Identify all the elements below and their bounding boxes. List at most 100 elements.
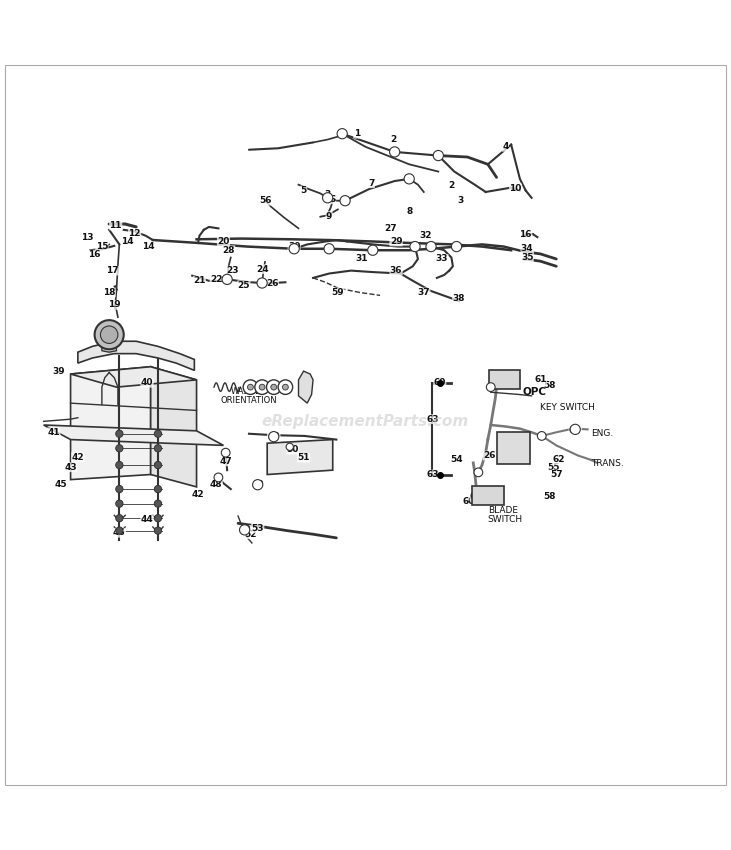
Text: 16: 16 <box>520 230 532 239</box>
Text: 59: 59 <box>332 288 344 297</box>
Circle shape <box>282 384 288 390</box>
Text: 10: 10 <box>510 184 522 193</box>
Text: ENG.: ENG. <box>591 429 613 439</box>
Text: 11: 11 <box>110 221 122 230</box>
Circle shape <box>253 479 263 490</box>
Text: 25: 25 <box>238 280 250 290</box>
Circle shape <box>368 245 378 255</box>
Text: 34: 34 <box>521 244 534 253</box>
Circle shape <box>267 380 281 394</box>
Circle shape <box>115 462 123 468</box>
Text: 50: 50 <box>287 445 299 454</box>
Polygon shape <box>298 371 313 403</box>
Circle shape <box>404 173 414 184</box>
Circle shape <box>115 500 123 507</box>
Circle shape <box>154 500 162 507</box>
Text: 26: 26 <box>266 279 279 288</box>
Text: 49: 49 <box>251 480 264 490</box>
Circle shape <box>433 150 444 161</box>
Text: 3: 3 <box>457 196 463 205</box>
Text: 36: 36 <box>390 266 402 275</box>
Text: 45: 45 <box>55 480 67 490</box>
Text: TRANS.: TRANS. <box>591 459 624 468</box>
Text: 2: 2 <box>390 135 396 144</box>
Circle shape <box>257 278 268 288</box>
Text: 17: 17 <box>106 266 118 275</box>
Text: 28: 28 <box>222 246 235 255</box>
Text: 60: 60 <box>463 497 475 506</box>
Text: WASHER: WASHER <box>231 387 267 396</box>
FancyBboxPatch shape <box>471 486 504 505</box>
Text: 37: 37 <box>417 288 430 297</box>
Text: OPC: OPC <box>523 387 547 396</box>
Circle shape <box>390 147 400 157</box>
Circle shape <box>570 424 580 434</box>
Circle shape <box>255 380 270 394</box>
Circle shape <box>115 514 123 522</box>
Text: 39: 39 <box>52 366 64 376</box>
Circle shape <box>278 380 292 394</box>
FancyBboxPatch shape <box>489 370 520 388</box>
Text: eReplacementParts.com: eReplacementParts.com <box>262 414 469 429</box>
Text: 63: 63 <box>426 415 439 423</box>
Circle shape <box>340 196 350 206</box>
Text: 27: 27 <box>384 224 397 233</box>
Circle shape <box>154 485 162 493</box>
Polygon shape <box>151 366 197 487</box>
Text: SWITCH: SWITCH <box>488 515 523 524</box>
Text: 2: 2 <box>448 181 455 190</box>
Text: 46: 46 <box>113 529 126 537</box>
Circle shape <box>100 326 118 343</box>
Text: 7: 7 <box>368 178 374 188</box>
Circle shape <box>221 448 230 457</box>
Text: 32: 32 <box>419 231 431 241</box>
Circle shape <box>248 384 254 390</box>
Text: 44: 44 <box>140 515 154 524</box>
Circle shape <box>426 241 436 252</box>
Text: 38: 38 <box>452 294 465 303</box>
Circle shape <box>486 382 495 392</box>
Circle shape <box>115 430 123 438</box>
Text: 14: 14 <box>121 237 134 246</box>
Text: 42: 42 <box>72 452 84 462</box>
Circle shape <box>214 473 223 482</box>
Text: 41: 41 <box>48 428 60 437</box>
Text: 57: 57 <box>550 470 563 479</box>
Circle shape <box>154 527 162 535</box>
Text: ORIENTATION: ORIENTATION <box>221 396 277 405</box>
Text: 16: 16 <box>88 250 101 259</box>
Text: 49: 49 <box>238 525 251 535</box>
Text: 51: 51 <box>298 453 310 462</box>
Polygon shape <box>268 439 333 474</box>
Text: 61: 61 <box>534 376 547 384</box>
Text: 19: 19 <box>108 300 121 309</box>
Text: 1: 1 <box>354 129 360 139</box>
Text: 43: 43 <box>64 462 77 472</box>
Text: 31: 31 <box>355 254 368 264</box>
Text: 33: 33 <box>436 254 448 264</box>
Text: 49: 49 <box>268 432 280 441</box>
Polygon shape <box>44 425 224 445</box>
Circle shape <box>474 468 482 477</box>
Text: 52: 52 <box>244 530 257 539</box>
Text: 21: 21 <box>193 276 205 286</box>
Text: 58: 58 <box>542 492 556 501</box>
Circle shape <box>270 384 276 390</box>
Polygon shape <box>102 341 116 352</box>
Circle shape <box>154 514 162 522</box>
Text: 13: 13 <box>81 233 94 241</box>
Polygon shape <box>71 366 197 387</box>
Circle shape <box>243 380 258 394</box>
Circle shape <box>240 524 250 535</box>
Circle shape <box>94 320 124 349</box>
Text: 15: 15 <box>96 242 108 251</box>
Text: 12: 12 <box>129 229 141 238</box>
Text: 53: 53 <box>251 524 264 533</box>
Text: 9: 9 <box>326 212 333 220</box>
Circle shape <box>222 275 232 285</box>
Text: 48: 48 <box>210 480 222 490</box>
Circle shape <box>269 432 279 442</box>
Text: 60: 60 <box>433 378 446 388</box>
Polygon shape <box>78 341 194 371</box>
Text: 26: 26 <box>483 451 496 460</box>
